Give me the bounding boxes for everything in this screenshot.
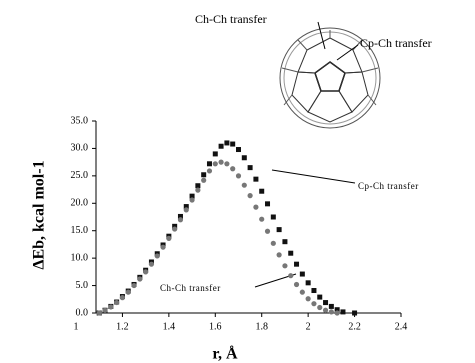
point [207, 161, 212, 166]
point [160, 245, 165, 250]
point [271, 241, 276, 246]
point [288, 273, 293, 278]
point [282, 239, 287, 244]
annotation: Ch-Ch transfer [160, 283, 221, 293]
point [242, 155, 247, 160]
point [277, 227, 282, 232]
top-label: Ch-Ch transfer [195, 12, 267, 26]
point [137, 276, 142, 281]
point [248, 165, 253, 170]
point [253, 205, 258, 210]
point [259, 189, 264, 194]
y-tick-label: 30.0 [71, 143, 89, 154]
point [230, 166, 235, 171]
x-tick-label: 1.6 [209, 321, 222, 332]
point [97, 310, 102, 315]
point [143, 269, 148, 274]
y-tick-label: 20.0 [71, 198, 89, 209]
point [242, 183, 247, 188]
point [224, 140, 229, 145]
point [236, 173, 241, 178]
y-tick-label: 15.0 [71, 225, 89, 236]
point [323, 308, 328, 313]
point [306, 296, 311, 301]
point [248, 193, 253, 198]
point [277, 252, 282, 257]
y-tick-label: 25.0 [71, 170, 89, 181]
point [218, 160, 223, 165]
point [306, 280, 311, 285]
point [329, 309, 334, 314]
point [340, 309, 345, 314]
y-tick-label: 10.0 [71, 252, 89, 263]
point [178, 217, 183, 222]
y-tick-label: 0.0 [76, 307, 89, 318]
point [184, 207, 189, 212]
y-axis-label: ΔEb, kcal mol-1 [31, 160, 48, 269]
point [300, 272, 305, 277]
point [120, 295, 125, 300]
point [114, 300, 119, 305]
point [352, 311, 357, 316]
y-tick-label: 5.0 [76, 280, 89, 291]
point [294, 262, 299, 267]
point [236, 147, 241, 152]
point [265, 201, 270, 206]
point [195, 183, 200, 188]
x-tick-label: 1.8 [255, 321, 268, 332]
point [288, 251, 293, 256]
point [329, 304, 334, 309]
x-tick-label: 2.4 [395, 321, 408, 332]
point [213, 151, 218, 156]
annotation-arrow [272, 170, 355, 183]
point [108, 304, 113, 309]
point [201, 178, 206, 183]
point [311, 288, 316, 293]
top-label: Cp-Ch transfer [360, 36, 432, 50]
point [271, 215, 276, 220]
point [311, 301, 316, 306]
chart: Ch-Ch transfer Cp-Ch transfer ΔEb, kcal … [0, 0, 475, 363]
x-tick-label: 2 [306, 321, 311, 332]
x-axis-label: r, Å [212, 345, 238, 363]
point [213, 161, 218, 166]
point [189, 197, 194, 202]
point [126, 290, 131, 295]
x-tick-label: 2.2 [348, 321, 361, 332]
point [207, 168, 212, 173]
point [172, 226, 177, 231]
x-tick-label: 1.2 [116, 321, 129, 332]
point [131, 283, 136, 288]
point [294, 282, 299, 287]
annotation: Cp-Ch transfer [358, 181, 419, 191]
point [201, 172, 206, 177]
point [230, 142, 235, 147]
x-tick-label: 1.4 [163, 321, 176, 332]
point [253, 177, 258, 182]
point [149, 262, 154, 267]
point [317, 295, 322, 300]
point [265, 229, 270, 234]
point [166, 236, 171, 241]
point [259, 217, 264, 222]
point [323, 300, 328, 305]
y-tick-label: 35.0 [71, 115, 89, 126]
point [102, 308, 107, 313]
point [195, 188, 200, 193]
point [317, 305, 322, 310]
x-tick-label: 1 [74, 321, 79, 332]
point [335, 310, 340, 315]
point [224, 161, 229, 166]
point [155, 253, 160, 258]
point [219, 144, 224, 149]
point [300, 290, 305, 295]
point [282, 263, 287, 268]
